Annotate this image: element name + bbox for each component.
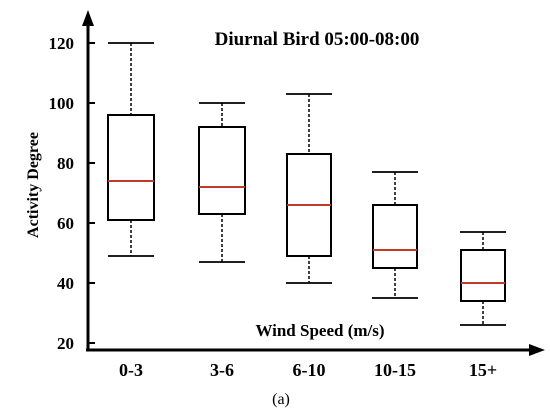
y-tick-label: 60 <box>57 214 74 233</box>
iqr-box <box>198 126 246 215</box>
x-tick-label: 3-6 <box>210 360 234 380</box>
y-tick-label: 20 <box>57 334 74 353</box>
y-ticks: 20 40 60 80 100 120 <box>49 34 95 353</box>
iqr-box <box>107 114 155 221</box>
x-tick-label: 0-3 <box>119 360 143 380</box>
x-tick-label: 6-10 <box>293 360 326 380</box>
x-axis-label: Wind Speed (m/s) <box>255 321 384 340</box>
box-group-0-3 <box>107 42 155 257</box>
x-axis-arrowhead <box>529 344 545 356</box>
axes <box>82 10 545 356</box>
x-tick-label: 10-15 <box>374 360 416 380</box>
box-group-6-10 <box>286 93 332 284</box>
y-tick-label: 80 <box>57 154 74 173</box>
y-axis-arrowhead <box>82 10 94 26</box>
boxes <box>107 42 506 326</box>
figure-caption: (a) <box>272 391 290 408</box>
chart-title: Diurnal Bird 05:00-08:00 <box>215 29 420 50</box>
y-tick-label: 100 <box>49 94 75 113</box>
iqr-box <box>460 249 506 302</box>
box-group-15plus <box>460 231 506 326</box>
y-tick-label: 40 <box>57 274 74 293</box>
y-axis-label: Activity Degree <box>25 132 42 238</box>
x-tick-label: 15+ <box>469 360 497 380</box>
iqr-box <box>372 204 418 269</box>
x-ticks: 0-3 3-6 6-10 10-15 15+ <box>119 360 497 380</box>
y-tick-label: 120 <box>49 34 75 53</box>
box-group-3-6 <box>198 102 246 263</box>
box-group-10-15 <box>372 171 418 299</box>
